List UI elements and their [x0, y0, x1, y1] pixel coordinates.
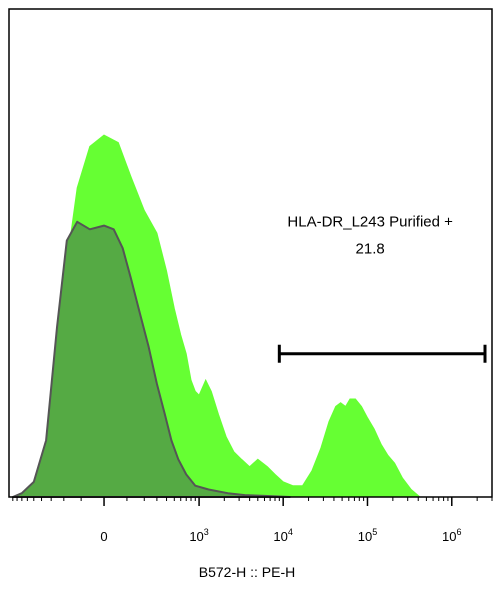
x-axis-label: B572-H :: PE-H — [199, 564, 295, 580]
x-tick-label: 106 — [442, 527, 461, 544]
series-outline-histogram — [11, 220, 291, 498]
series-layer — [11, 134, 422, 498]
x-tick-label: 103 — [189, 527, 208, 544]
x-tick-label: 104 — [273, 527, 292, 544]
gate-value: 21.8 — [356, 241, 385, 258]
x-tick-label: 105 — [358, 527, 377, 544]
gate-name: HLA-DR_L243 Purified + — [287, 214, 453, 231]
gate: HLA-DR_L243 Purified + 21.8 — [277, 214, 487, 363]
plot-frame — [8, 8, 493, 498]
x-axis: 0 103 104 105 106 — [12, 497, 493, 544]
x-tick-label: 0 — [100, 529, 107, 544]
